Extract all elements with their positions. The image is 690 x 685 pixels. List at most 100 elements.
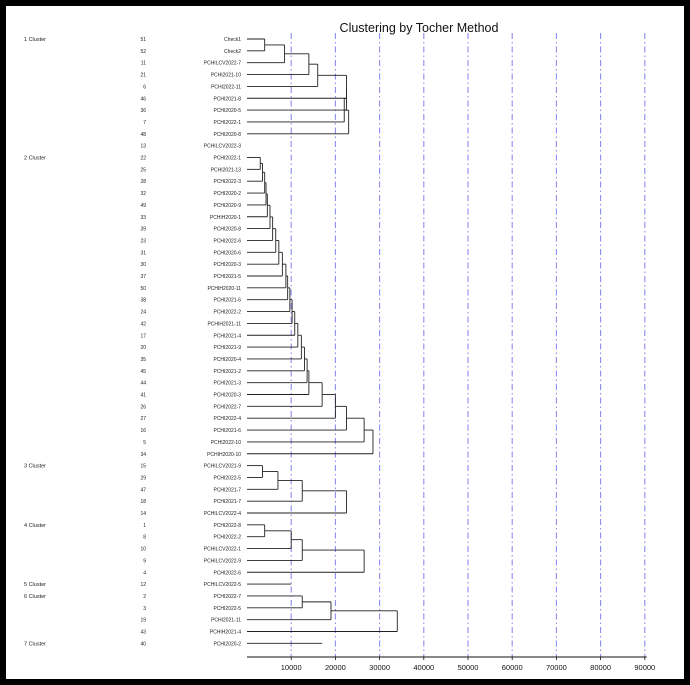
- leaf-number: 45: [140, 369, 146, 375]
- leaf-number: 51: [140, 37, 146, 43]
- cluster-label: 2 Cluster: [24, 156, 46, 162]
- x-tick-label: 40000: [413, 663, 434, 672]
- leaf-number: 14: [140, 511, 146, 517]
- leaf-name: PCHI2021-7: [213, 499, 241, 505]
- cluster-label: 3 Cluster: [24, 464, 46, 470]
- leaf-number: 33: [140, 215, 146, 221]
- leaf-name: PCHI2020-8: [213, 227, 241, 233]
- leaf-name: Check2: [224, 49, 241, 55]
- leaf-number: 39: [140, 227, 146, 233]
- leaf-name: PCHI2021-13: [211, 167, 242, 173]
- leaf-number: 44: [140, 381, 146, 387]
- leaf-number: 31: [140, 250, 146, 256]
- leaf-name: PCHILCV2022-7: [204, 61, 241, 67]
- dendrogram-chart: Clustering by Tocher Method 1 Cluster 51 C…: [24, 21, 655, 672]
- x-tick-label: 30000: [369, 663, 390, 672]
- x-tick-label: 50000: [458, 663, 479, 672]
- leaf-number: 5: [143, 440, 146, 446]
- leaf-number: 38: [140, 298, 146, 304]
- leaf-number: 37: [140, 274, 146, 280]
- cluster-label: 4 Cluster: [24, 523, 46, 529]
- leaf-number: 23: [140, 238, 146, 244]
- leaf-number: 41: [140, 393, 146, 399]
- leaf-name: PCHI2020-3: [213, 393, 241, 399]
- leaf-name: PCHI2020-3: [213, 262, 241, 268]
- leaf-number: 20: [140, 345, 146, 351]
- leaf-number: 8: [143, 535, 146, 541]
- leaf-number: 21: [140, 73, 146, 79]
- leaf-number: 6: [143, 84, 146, 90]
- leaf-name: PCHIH2020-1: [210, 215, 241, 221]
- leaf-name: PCHIH2021-11: [207, 321, 241, 327]
- leaf-number: 35: [140, 357, 146, 363]
- cluster-label: 6 Cluster: [24, 594, 46, 600]
- leaf-name: PCHI2020-9: [213, 203, 241, 209]
- x-tick-label: 10000: [281, 663, 302, 672]
- leaf-name: PCHI2022-8: [213, 523, 241, 529]
- leaf-name: PCHI2022-5: [213, 475, 241, 481]
- leaf-name: PCHI2020-4: [213, 357, 241, 363]
- leaf-name: PCHIH2020-11: [207, 286, 241, 292]
- chart-frame: Clustering by Tocher Method 1 Cluster 51 C…: [6, 6, 684, 679]
- leaf-name: PCHI2022-7: [213, 594, 241, 600]
- leaf-number: 43: [140, 630, 146, 636]
- leaf-name: PCHI2021-7: [213, 487, 241, 493]
- leaf-name: PCHI2021-9: [213, 345, 241, 351]
- x-tick-label: 90000: [634, 663, 655, 672]
- leaf-name: PCHI2021-2: [213, 369, 241, 375]
- leaf-name: PCHI2020-2: [213, 191, 241, 197]
- cluster-label: 1 Cluster: [24, 37, 46, 43]
- leaf-number: 30: [140, 262, 146, 268]
- leaf-name: PCHI2022-1: [213, 156, 241, 162]
- cluster-label: 5 Cluster: [24, 582, 46, 588]
- leaf-name: PCHILCV2022-9: [204, 558, 241, 564]
- leaf-number: 27: [140, 416, 146, 422]
- leaf-number: 28: [140, 179, 146, 185]
- leaf-name: PCHILCV2022-1: [204, 547, 241, 553]
- leaf-name: PCHI2020-8: [213, 132, 241, 138]
- leaf-name: PCHI2022-4: [213, 416, 241, 422]
- leaf-number: 49: [140, 203, 146, 209]
- leaf-name: PCHIH2021-4: [210, 630, 241, 636]
- leaf-name: PCHI2022-10: [211, 440, 242, 446]
- leaf-name: PCHILCV2022-3: [204, 144, 241, 150]
- leaf-number: 17: [140, 333, 146, 339]
- leaf-number: 29: [140, 475, 146, 481]
- leaf-number: 50: [140, 286, 146, 292]
- leaf-number: 42: [140, 321, 146, 327]
- leaf-name: PCHI2022-2: [213, 310, 241, 316]
- leaf-number: 10: [140, 547, 146, 553]
- leaf-number: 2: [143, 594, 146, 600]
- leaf-name: PCHI2022-3: [213, 179, 241, 185]
- leaf-name: PCHI2021-6: [213, 428, 241, 434]
- leaf-name: PCHI2022-1: [213, 120, 241, 126]
- leaf-number: 48: [140, 132, 146, 138]
- leaf-name: PCHILCV2022-5: [204, 582, 241, 588]
- leaf-name: Check1: [224, 37, 241, 43]
- leaf-number: 7: [143, 120, 146, 126]
- x-tick-label: 80000: [590, 663, 611, 672]
- x-tick-label: 20000: [325, 663, 346, 672]
- leaf-name: PCHI2021-3: [213, 381, 241, 387]
- leaf-name: PCHI2021-8: [213, 96, 241, 102]
- leaf-name: PCHI2020-5: [213, 108, 241, 114]
- leaf-name: PCHI2021-5: [213, 274, 241, 280]
- leaf-name: PCHI2020-2: [213, 641, 241, 647]
- leaf-name: PCHI2022-2: [213, 535, 241, 541]
- leaf-number: 32: [140, 191, 146, 197]
- leaf-name: PCHILCV2021-9: [204, 464, 241, 470]
- leaf-name: PCHI2022-5: [213, 606, 241, 612]
- leaf-name: PCHILCV2022-4: [204, 511, 241, 517]
- leaf-number: 36: [140, 108, 146, 114]
- leaf-number: 19: [140, 618, 146, 624]
- leaf-number: 46: [140, 96, 146, 102]
- leaf-name: PCHI2021-11: [211, 618, 241, 624]
- leaf-number: 40: [140, 641, 146, 647]
- leaf-number: 11: [141, 61, 146, 67]
- leaf-name: PCHIH2020-10: [207, 452, 241, 458]
- leaf-name: PCHI2021-4: [213, 333, 241, 339]
- leaf-number: 47: [140, 487, 146, 493]
- leaf-name: PCHI2022-6: [213, 238, 241, 244]
- leaf-number: 13: [140, 144, 146, 150]
- leaf-number: 1: [143, 523, 146, 529]
